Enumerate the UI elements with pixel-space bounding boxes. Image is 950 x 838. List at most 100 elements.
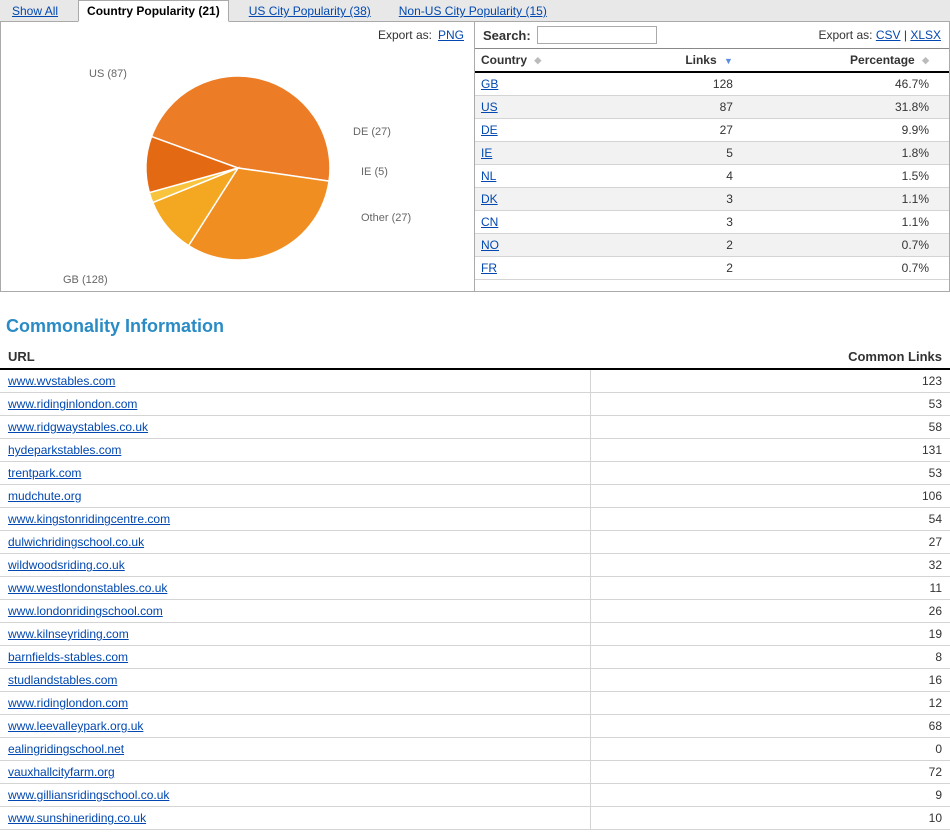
table-export-row: Export as: CSV | XLSX	[818, 28, 941, 42]
cell-links: 2	[620, 257, 739, 280]
country-link[interactable]: DE	[481, 123, 498, 137]
tab-link[interactable]: US City Popularity (38)	[249, 4, 371, 18]
tab-1[interactable]: Country Popularity (21)	[78, 0, 229, 22]
col-country[interactable]: Country ◆	[475, 49, 620, 72]
country-link[interactable]: CN	[481, 215, 498, 229]
tab-link[interactable]: Non-US City Popularity (15)	[399, 4, 547, 18]
search-label: Search:	[483, 28, 531, 43]
url-link[interactable]: barnfields-stables.com	[8, 650, 128, 664]
export-png-link[interactable]: PNG	[438, 28, 464, 42]
cell-country: US	[475, 96, 620, 119]
url-link[interactable]: www.kilnseyriding.com	[8, 627, 129, 641]
tab-link[interactable]: Show All	[12, 4, 58, 18]
table-toolbar: Search: Export as: CSV | XLSX	[475, 22, 949, 48]
cell-country: IE	[475, 142, 620, 165]
chart-export-links: PNG	[436, 28, 466, 42]
tab-label: Country Popularity (21)	[87, 4, 220, 18]
cell-common-links: 16	[590, 669, 950, 692]
url-link[interactable]: trentpark.com	[8, 466, 81, 480]
table-export-links: CSV | XLSX	[876, 28, 941, 42]
url-link[interactable]: wildwoodsriding.co.uk	[8, 558, 125, 572]
table-row: US8731.8%	[475, 96, 949, 119]
chart-export-row: Export as: PNG	[1, 22, 474, 48]
sort-desc-icon: ▼	[724, 56, 733, 66]
url-link[interactable]: www.wvstables.com	[8, 374, 115, 388]
cell-percentage: 0.7%	[739, 257, 949, 280]
cell-url: mudchute.org	[0, 485, 590, 508]
table-row: www.leevalleypark.org.uk 68	[0, 715, 950, 738]
table-row: www.westlondonstables.co.uk 11	[0, 577, 950, 600]
search-input[interactable]	[537, 26, 657, 44]
url-link[interactable]: studlandstables.com	[8, 673, 117, 687]
cell-url: www.kingstonridingcentre.com	[0, 508, 590, 531]
url-link[interactable]: ealingridingschool.net	[8, 742, 124, 756]
cell-common-links: 58	[590, 416, 950, 439]
cell-url: www.londonridingschool.com	[0, 600, 590, 623]
cell-links: 3	[620, 211, 739, 234]
cell-percentage: 46.7%	[739, 72, 949, 96]
table-row: www.gilliansridingschool.co.uk9	[0, 784, 950, 807]
cell-url: www.kilnseyriding.com	[0, 623, 590, 646]
url-link[interactable]: www.londonridingschool.com	[8, 604, 163, 618]
table-panel: Search: Export as: CSV | XLSX Country ◆	[475, 22, 949, 291]
pie-label: US (87)	[89, 68, 127, 80]
url-link[interactable]: www.kingstonridingcentre.com	[8, 512, 170, 526]
table-row: ealingridingschool.net0	[0, 738, 950, 761]
col-links[interactable]: Links ▼	[620, 49, 739, 72]
country-link[interactable]: NO	[481, 238, 499, 252]
table-row: trentpark.com53	[0, 462, 950, 485]
cell-country: GB	[475, 72, 620, 96]
url-link[interactable]: www.westlondonstables.co.uk	[8, 581, 167, 595]
export-csv-link[interactable]: CSV	[876, 28, 901, 42]
col-common-links[interactable]: Common Links	[590, 345, 950, 369]
cell-url: barnfields-stables.com	[0, 646, 590, 669]
url-link[interactable]: www.ridinglondon.com	[8, 696, 128, 710]
url-link[interactable]: www.ridgwaystables.co.uk	[8, 420, 148, 434]
table-row: www.ridgwaystables.co.uk 58	[0, 416, 950, 439]
tab-bar: Show All Country Popularity (21) US City P…	[0, 0, 950, 22]
cell-country: DK	[475, 188, 620, 211]
country-link[interactable]: DK	[481, 192, 498, 206]
cell-links: 87	[620, 96, 739, 119]
popularity-panels: Export as: PNG GB (128)US (87)DE (27)IE …	[0, 22, 950, 292]
url-link[interactable]: www.sunshineriding.co.uk	[8, 811, 146, 825]
tab-3[interactable]: Non-US City Popularity (15)	[391, 1, 555, 21]
url-link[interactable]: www.gilliansridingschool.co.uk	[8, 788, 169, 802]
country-link[interactable]: GB	[481, 77, 498, 91]
url-link[interactable]: hydeparkstables.com	[8, 443, 121, 457]
cell-url: www.gilliansridingschool.co.uk	[0, 784, 590, 807]
col-links-label: Links	[685, 53, 716, 67]
country-link[interactable]: US	[481, 100, 498, 114]
url-link[interactable]: vauxhallcityfarm.org	[8, 765, 115, 779]
cell-common-links: 11	[590, 577, 950, 600]
country-table-scroll[interactable]: Country ◆ Links ▼ Percentage ◆ GB1284	[475, 48, 949, 291]
sort-icon: ◆	[922, 55, 929, 66]
cell-common-links: 10	[590, 807, 950, 830]
col-url[interactable]: URL	[0, 345, 590, 369]
pie-label: DE (27)	[353, 126, 391, 138]
tab-2[interactable]: US City Popularity (38)	[241, 1, 379, 21]
url-link[interactable]: mudchute.org	[8, 489, 81, 503]
cell-links: 2	[620, 234, 739, 257]
cell-url: www.wvstables.com	[0, 369, 590, 393]
chart-panel: Export as: PNG GB (128)US (87)DE (27)IE …	[1, 22, 475, 291]
pie-chart: GB (128)US (87)DE (27)IE (5)Other (27)	[1, 48, 474, 288]
country-link[interactable]: IE	[481, 146, 492, 160]
cell-country: NO	[475, 234, 620, 257]
tab-0[interactable]: Show All	[4, 1, 66, 21]
table-row: GB12846.7%	[475, 72, 949, 96]
country-link[interactable]: NL	[481, 169, 496, 183]
url-link[interactable]: dulwichridingschool.co.uk	[8, 535, 144, 549]
cell-country: CN	[475, 211, 620, 234]
col-percentage[interactable]: Percentage ◆	[739, 49, 949, 72]
url-link[interactable]: www.ridinginlondon.com	[8, 397, 137, 411]
cell-country: DE	[475, 119, 620, 142]
cell-common-links: 68	[590, 715, 950, 738]
country-link[interactable]: FR	[481, 261, 497, 275]
cell-links: 3	[620, 188, 739, 211]
cell-url: wildwoodsriding.co.uk	[0, 554, 590, 577]
sort-icon: ◆	[534, 55, 541, 66]
table-row: NL41.5%	[475, 165, 949, 188]
export-xlsx-link[interactable]: XLSX	[910, 28, 941, 42]
url-link[interactable]: www.leevalleypark.org.uk	[8, 719, 143, 733]
